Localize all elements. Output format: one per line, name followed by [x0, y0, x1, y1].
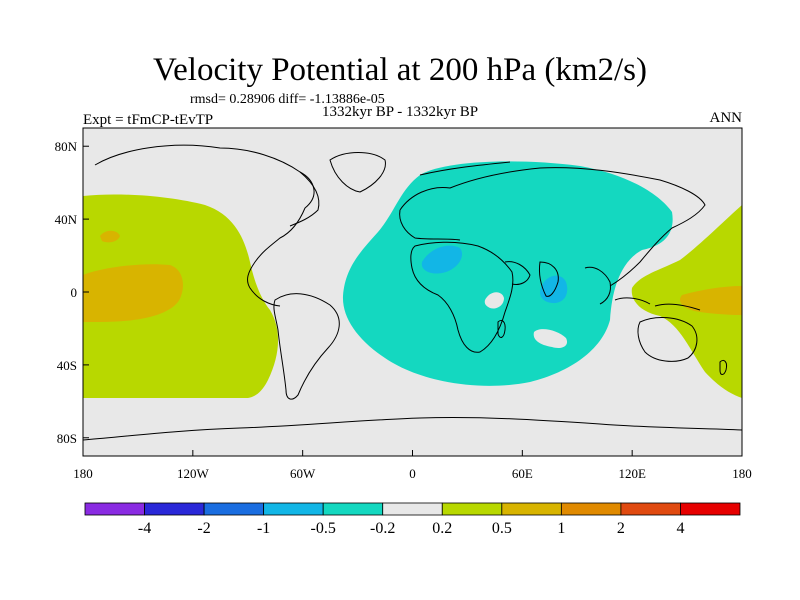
- y-axis: 80N 40N 0 40S 80S: [55, 139, 89, 446]
- stats-line: rmsd= 0.28906 diff= -1.13886e-05: [190, 92, 385, 107]
- coastlines: [83, 144, 742, 441]
- x-tick-label: 60E: [512, 466, 533, 481]
- colorbar-swatch: [263, 502, 324, 516]
- colorbar-swatch: [322, 502, 384, 516]
- colorbar-label: 0.2: [432, 520, 453, 537]
- colorbar-swatch: [501, 502, 562, 516]
- y-tick-label: 0: [71, 285, 78, 300]
- x-axis: 180 120W 60W 0 60E 120E 180: [73, 450, 752, 481]
- plot-title: Velocity Potential at 200 hPa (km2/s): [152, 52, 648, 88]
- colorbar-label: 1: [557, 520, 566, 537]
- colorbar-label: 2: [616, 520, 625, 537]
- colorbar-swatch: [144, 502, 205, 516]
- x-tick-label: 180: [732, 466, 752, 481]
- colorbar-swatch: [620, 502, 681, 516]
- neutral-hole-congo: [484, 292, 504, 309]
- colorbar-label: -4: [137, 520, 152, 537]
- neutral-hole-south-indian: [533, 329, 568, 348]
- y-tick-label: 80S: [57, 431, 77, 446]
- x-tick-label: 180: [73, 466, 93, 481]
- y-tick-label: 40N: [55, 212, 78, 227]
- season-label: ANN: [709, 110, 743, 126]
- period-line: 1332kyr BP - 1332kyr BP: [322, 104, 479, 120]
- x-tick-label: 120E: [618, 466, 646, 481]
- positive-max-west-pacific: [680, 286, 742, 315]
- x-tick-label: 120W: [177, 466, 210, 481]
- colorbar: [84, 502, 741, 516]
- colorbar-swatch: [560, 502, 622, 516]
- colorbar-swatch: [203, 502, 265, 516]
- colorbar-swatch: [84, 502, 145, 516]
- x-tick-label: 0: [409, 466, 416, 481]
- y-tick-label: 80N: [55, 139, 78, 154]
- colorbar-label: 0.5: [491, 520, 512, 537]
- colorbar-label: 4: [676, 520, 685, 537]
- positive-max-central-pacific: [83, 264, 183, 322]
- colorbar-label: -0.5: [310, 520, 336, 537]
- colorbar-label: -0.2: [370, 520, 396, 537]
- experiment-label: Expt = tFmCP-tEvTP: [83, 112, 214, 128]
- colorbar-swatch: [680, 502, 741, 516]
- colorbar-label: -2: [197, 520, 211, 537]
- y-tick-label: 40S: [57, 358, 77, 373]
- colorbar-swatch: [441, 502, 503, 516]
- negative-min-north-africa: [421, 245, 463, 274]
- colorbar-swatch: [382, 502, 443, 516]
- positive-max-small-north-pacific: [100, 230, 120, 243]
- x-tick-label: 60W: [290, 466, 316, 481]
- negative-region-eastern-hemisphere: [342, 161, 673, 386]
- colorbar-label: -1: [256, 520, 271, 537]
